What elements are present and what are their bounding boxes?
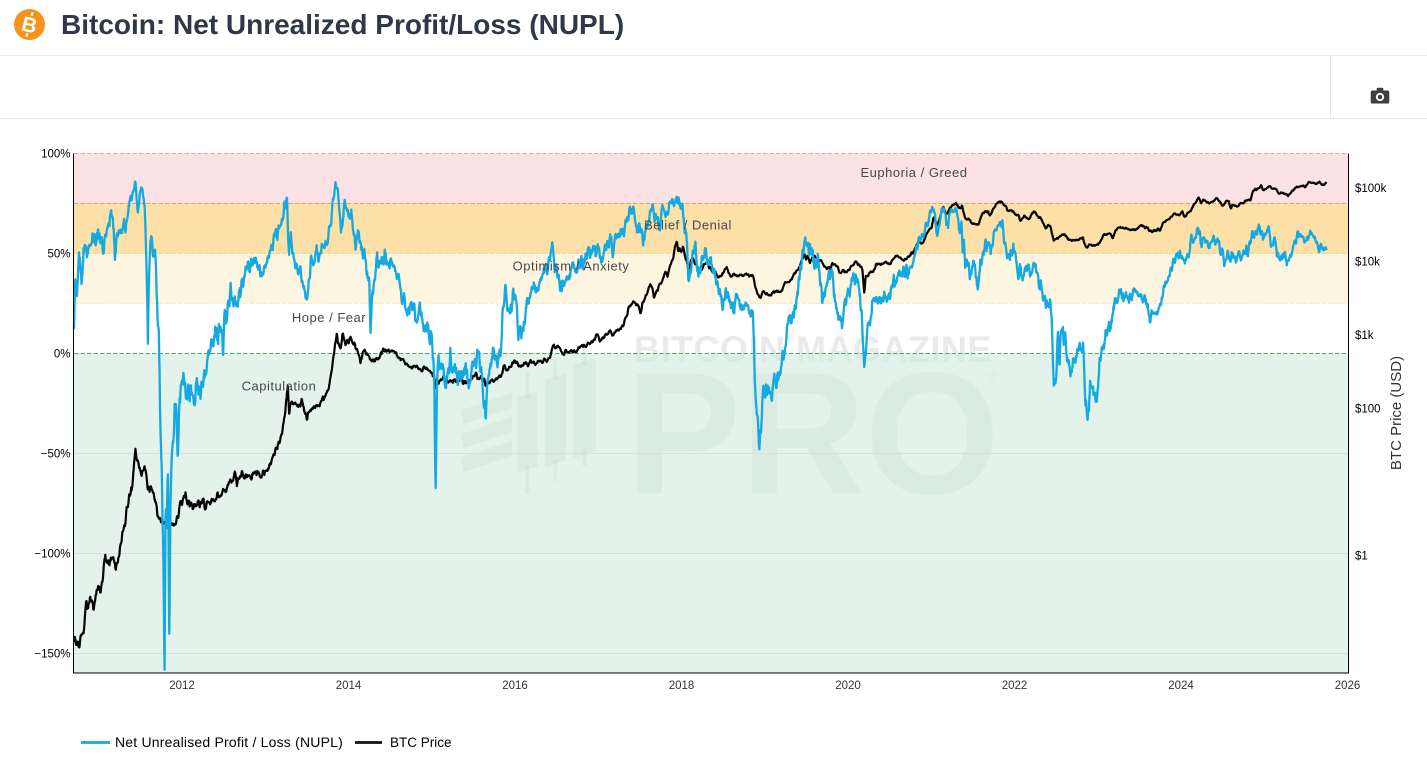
svg-text:Net Unrealised Profit / Loss (: Net Unrealised Profit / Loss (NUPL) [115, 734, 343, 750]
svg-text:Optimism / Anxiety: Optimism / Anxiety [513, 259, 630, 274]
svg-text:BTC Price (USD): BTC Price (USD) [1388, 356, 1405, 470]
svg-text:−50%: −50% [41, 449, 71, 461]
svg-text:Belief / Denial: Belief / Denial [644, 218, 732, 233]
svg-text:Euphoria / Greed: Euphoria / Greed [860, 165, 967, 180]
svg-text:$100: $100 [1355, 404, 1381, 416]
svg-text:$1: $1 [1355, 551, 1368, 563]
svg-text:2022: 2022 [1002, 680, 1028, 692]
svg-text:2012: 2012 [169, 680, 195, 692]
svg-text:Hope / Fear: Hope / Fear [292, 310, 366, 325]
svg-text:$1k: $1k [1355, 330, 1374, 342]
svg-text:BTC Price: BTC Price [390, 735, 452, 750]
svg-text:$10k: $10k [1355, 257, 1380, 269]
svg-text:2014: 2014 [336, 680, 362, 692]
svg-text:2020: 2020 [835, 680, 861, 692]
svg-text:2018: 2018 [669, 680, 695, 692]
svg-text:B: B [19, 13, 39, 39]
svg-text:−100%: −100% [34, 549, 70, 561]
svg-text:2016: 2016 [502, 680, 528, 692]
svg-text:−150%: −150% [34, 649, 70, 661]
svg-text:Capitulation: Capitulation [242, 379, 317, 394]
svg-text:$100k: $100k [1355, 183, 1387, 195]
svg-text:100%: 100% [41, 149, 70, 161]
svg-text:0%: 0% [54, 349, 71, 361]
svg-text:50%: 50% [47, 249, 70, 261]
svg-text:2024: 2024 [1168, 680, 1194, 692]
svg-text:2026: 2026 [1335, 680, 1361, 692]
